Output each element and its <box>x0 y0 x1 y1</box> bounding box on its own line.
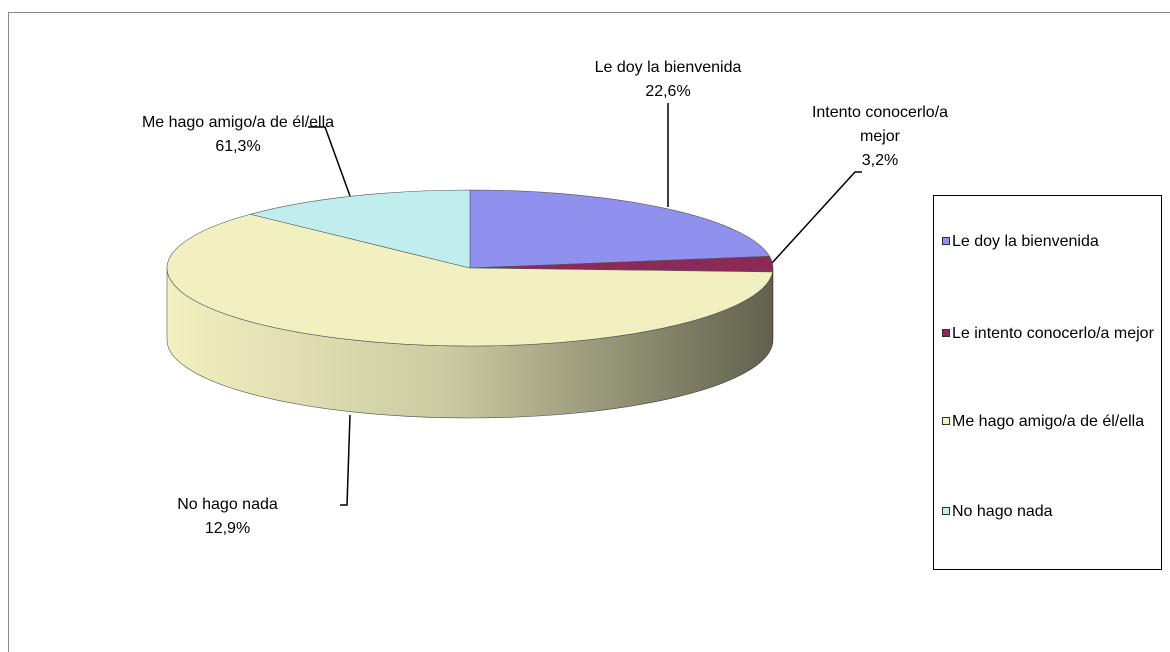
leader-line <box>772 172 862 263</box>
data-label-name: Intento conocerlo/a mejor <box>800 101 960 149</box>
slice <box>470 190 770 268</box>
legend-item: Le intento conocerlo/a mejor <box>942 322 1157 345</box>
data-label-value: 22,6% <box>558 80 778 104</box>
data-label-value: 3,2% <box>800 149 960 173</box>
legend: Le doy la bienvenida Le intento conocerlo… <box>933 195 1162 570</box>
data-label-value: 12,9% <box>145 517 310 541</box>
legend-swatch <box>942 507 950 515</box>
legend-label: Le doy la bienvenida <box>952 230 1157 253</box>
legend-label: Me hago amigo/a de él/ella <box>952 410 1157 433</box>
legend-item: No hago nada <box>942 500 1157 523</box>
data-label-name: Le doy la bienvenida <box>558 56 778 80</box>
data-label-name: Me hago amigo/a de él/ella <box>128 111 348 135</box>
legend-item: Le doy la bienvenida <box>942 230 1157 253</box>
page: {"chart_data": {"type": "pie3d", "catego… <box>0 0 1170 625</box>
legend-label: No hago nada <box>952 500 1157 523</box>
pie-tops <box>167 190 773 346</box>
leader-line <box>340 415 350 505</box>
legend-swatch <box>942 237 950 245</box>
data-label-name: No hago nada <box>145 493 310 517</box>
legend-swatch <box>942 329 950 337</box>
legend-item: Me hago amigo/a de él/ella <box>942 410 1157 433</box>
legend-swatch <box>942 417 950 425</box>
legend-label: Le intento conocerlo/a mejor <box>952 322 1157 345</box>
data-label-value: 61,3% <box>128 135 348 159</box>
